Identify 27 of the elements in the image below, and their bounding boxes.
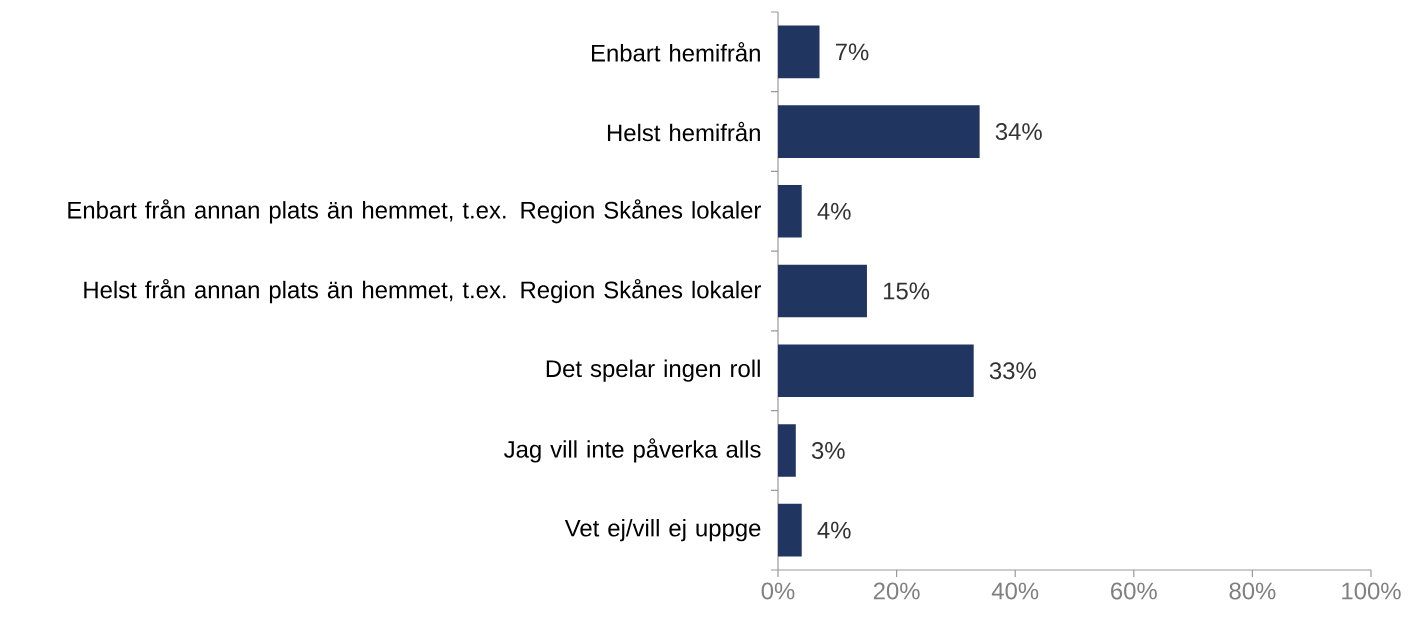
y-tick-label: Helst från annan plats än hemmet, t.ex. Region Skånes lokaler	[84, 278, 761, 304]
data-label: 34%	[995, 123, 1042, 141]
x-tick-label: 0%	[761, 582, 795, 600]
y-tick-label: Vet ej/vill ej uppge	[564, 519, 761, 542]
y-tick-label: Helst hemifrån	[607, 121, 760, 142]
data-label: 7%	[835, 43, 869, 61]
data-label: 4%	[817, 521, 851, 539]
bar	[778, 503, 802, 557]
y-tick-label: Enbart hemifrån	[592, 42, 760, 62]
x-tick-label: 20%	[873, 582, 920, 600]
x-tick-label: 60%	[1111, 582, 1157, 600]
data-label: 3%	[811, 441, 845, 459]
bar	[778, 105, 980, 158]
bar	[778, 184, 802, 238]
bar	[778, 424, 796, 477]
bar	[778, 264, 867, 318]
data-label: 33%	[989, 362, 1036, 380]
x-tick-label: 40%	[991, 582, 1039, 600]
bar	[778, 25, 820, 79]
data-label: 4%	[817, 202, 851, 220]
x-tick-label: 80%	[1229, 582, 1276, 600]
x-tick-label: 100%	[1342, 582, 1401, 600]
y-tick-label: Det spelar ingen roll	[546, 359, 760, 382]
y-tick-label: Jag vill inte påverka alls	[504, 438, 761, 463]
y-tick-label: Enbart från annan plats än hemmet, t.ex. Region Skånes lokaler	[68, 199, 761, 224]
bar	[778, 344, 974, 398]
data-label: 15%	[883, 282, 930, 300]
